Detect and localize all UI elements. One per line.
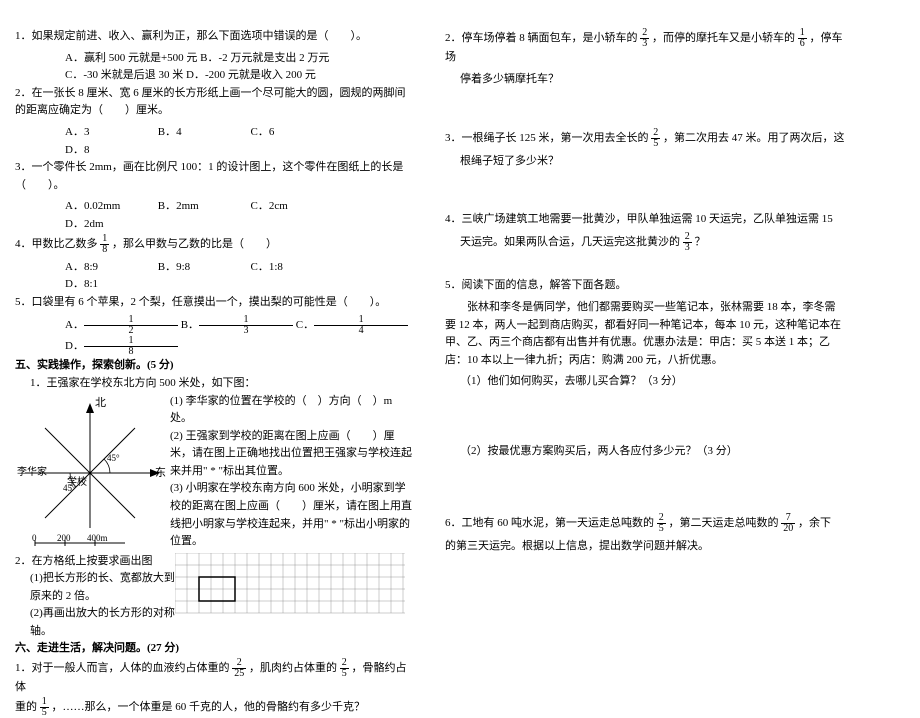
r4b-line: 天运完。如果两队合运，几天运完这批黄沙的 23 ？: [445, 232, 845, 253]
r6d: 的第三天运完。根据以上信息，提出数学问题并解决。: [445, 538, 845, 556]
compass-45b: 45°: [63, 481, 76, 495]
frac-2-3b: 23: [683, 232, 692, 253]
r-q5-2: （2）按最优惠方案购买后，两人各应付多少元？（3 分）: [445, 443, 845, 461]
q4-options: A．8:9 B．9:8 C．1:8 D．8:1: [15, 259, 415, 294]
s6q1-e: ，……那么，一个体重是 60 千克的人，他的骨骼约有多少千克？: [52, 701, 366, 713]
q2-opt-a: A．3: [65, 124, 155, 142]
frac-2-5b: 25: [651, 128, 660, 149]
r6a: 6．工地有 60 吨水泥，第一天运走总吨数的: [445, 517, 654, 529]
s6q1-a: 1．对于一般人而言，人体的血液约占体重的: [15, 662, 230, 674]
q3-opt-a: A．0.02mm: [65, 198, 155, 216]
q3-options: A．0.02mm B．2mm C．2cm D．2dm: [15, 198, 415, 233]
r4b: 天运完。如果两队合运，几天运完这批黄沙的: [460, 236, 680, 248]
r4a: 4．三峡广场建筑工地需要一批黄沙，甲队单独运需 10 天运完，乙队单独运需 15: [445, 213, 833, 225]
frac-2-3: 23: [640, 28, 649, 49]
q1-opt-d: D．-200 元就是收入 200 元: [186, 67, 346, 85]
q4-post: ，那么甲数与乙数的比是（ ）: [112, 238, 277, 250]
r-q5-1: （1）他们如何购买，去哪儿买合算？（3 分）: [445, 373, 845, 391]
exam-page: 1．如果规定前进、收入、赢利为正，那么下面选项中错误的是（ ）。 A．赢利 50…: [0, 0, 920, 650]
right-column: 2．停车场停着 8 辆面包车，是小轿车的 23 ，而停的摩托车又是小轿车的 16…: [430, 0, 860, 650]
q4: 4．甲数比乙数多 18 ，那么甲数与乙数的比是（ ）: [15, 234, 415, 255]
q5-opt-c: C．14: [296, 315, 408, 336]
scale-0: 0: [32, 531, 37, 545]
q4-pre: 4．甲数比乙数多: [15, 238, 98, 250]
r4c: ？: [695, 236, 706, 248]
q2: 2．在一张长 8 厘米、宽 6 厘米的长方形纸上画一个尽可能大的圆，圆规的两脚间…: [15, 85, 415, 120]
scale-200: 200: [57, 531, 71, 545]
q5: 5．口袋里有 6 个苹果，2 个梨，任意摸出一个，摸出梨的可能性是（ ）。: [15, 294, 415, 312]
s5-q2: 2．在方格纸上按要求画出图: [15, 553, 175, 571]
section-5-title: 五、实践操作，探索创新。(5 分): [15, 357, 415, 375]
frac-2-25: 225: [232, 658, 246, 679]
s6q1-d: 重的: [15, 701, 37, 713]
q5-opt-d: D．18: [65, 336, 178, 357]
q4-opt-c: C．1:8: [251, 259, 341, 277]
compass-east: 东: [155, 465, 166, 483]
q3-opt-c: C．2cm: [251, 198, 341, 216]
r-q3: 3．一根绳子长 125 米，第一次用去全长的 25 ，第二次用去 47 米。用了…: [445, 128, 845, 149]
r2d: 停着多少辆摩托车？: [445, 71, 845, 89]
q2-opt-d: D．8: [65, 142, 155, 160]
q3-opt-b: B．2mm: [158, 198, 248, 216]
compass-q2: (2) 王强家到学校的距离在图上应画（ ）厘米，请在图上正确地找出位置把王强家与…: [170, 428, 415, 481]
compass-q1: (1) 李华家的位置在学校的（ ）方向（ ）m 处。: [170, 393, 415, 428]
q1-opt-c: C．-30 米就是后退 30 米: [65, 67, 183, 85]
compass-questions: (1) 李华家的位置在学校的（ ）方向（ ）m 处。 (2) 王强家到学校的距离…: [165, 393, 415, 551]
s6-q1: 1．对于一般人而言，人体的血液约占体重的 225 ，肌肉约占体重的 25 ，骨骼…: [15, 658, 415, 718]
frac-2-5c: 25: [657, 513, 666, 534]
left-column: 1．如果规定前进、收入、赢利为正，那么下面选项中错误的是（ ）。 A．赢利 50…: [0, 0, 430, 650]
r-q5-intro: 5．阅读下面的信息，解答下面各题。: [445, 277, 845, 295]
compass-lihua: 李华家: [17, 465, 47, 481]
q4-opt-d: D．8:1: [65, 276, 155, 294]
q5-opt-b: B．13: [181, 315, 293, 336]
scale-400: 400m: [87, 531, 108, 545]
r3c: 根绳子短了多少米？: [445, 153, 845, 171]
r2b: ，而停的摩托车又是小轿车的: [652, 32, 795, 44]
grid-question-row: 2．在方格纸上按要求画出图 (1)把长方形的长、宽都放大到原来的 2 倍。 (2…: [15, 553, 415, 641]
r-q4: 4．三峡广场建筑工地需要一批黄沙，甲队单独运需 10 天运完，乙队单独运需 15: [445, 211, 845, 229]
q2-opt-b: B．4: [158, 124, 248, 142]
compass-row: 北 东 李华家 学校 45° 45° 0 200 400m (1) 李华家的位置…: [15, 393, 415, 553]
q3-opt-d: D．2dm: [65, 216, 155, 234]
s5-q2a: (1)把长方形的长、宽都放大到原来的 2 倍。: [15, 570, 175, 605]
compass-q3: (3) 小明家在学校东南方向 600 米处，小明家到学校的距离在图上应画（ ）厘…: [170, 480, 415, 550]
frac-2-5: 25: [340, 658, 349, 679]
grid-svg: [175, 553, 405, 623]
q3: 3．一个零件长 2mm，画在比例尺 100：1 的设计图上，这个零件在图纸上的长…: [15, 159, 415, 194]
r6b: ，第二天运走总吨数的: [669, 517, 779, 529]
r-q2: 2．停车场停着 8 辆面包车，是小轿车的 23 ，而停的摩托车又是小轿车的 16…: [445, 28, 845, 67]
q5-opt-a: A．12: [65, 315, 178, 336]
s6q1-b: ，肌肉约占体重的: [249, 662, 337, 674]
frac-1-5: 15: [40, 697, 49, 718]
q1-opt-a: A．赢利 500 元就是+500 元: [65, 50, 197, 68]
r-q6: 6．工地有 60 吨水泥，第一天运走总吨数的 25 ，第二天运走总吨数的 720…: [445, 513, 845, 534]
s5-q1: 1．王强家在学校东北方向 500 米处，如下图：: [15, 375, 415, 393]
section-6-title: 六、走进生活，解决问题。(27 分): [15, 640, 415, 658]
r6c: ，余下: [798, 517, 831, 529]
frac-1-8: 18: [100, 234, 109, 255]
compass-45a: 45°: [107, 451, 120, 465]
q5-options: A．12 B．13 C．14 D．18: [15, 315, 415, 357]
compass-diagram: 北 东 李华家 学校 45° 45° 0 200 400m: [15, 393, 165, 553]
compass-north: 北: [95, 395, 106, 413]
r2a: 2．停车场停着 8 辆面包车，是小轿车的: [445, 32, 638, 44]
r3a: 3．一根绳子长 125 米，第一次用去全长的: [445, 132, 649, 144]
q1-options: A．赢利 500 元就是+500 元 B．-2 万元就是支出 2 万元 C．-3…: [15, 50, 415, 85]
q4-opt-a: A．8:9: [65, 259, 155, 277]
frac-7-20: 720: [781, 513, 795, 534]
q2-opt-c: C．6: [251, 124, 341, 142]
q1: 1．如果规定前进、收入、赢利为正，那么下面选项中错误的是（ ）。: [15, 28, 415, 46]
r-q5-body: 张林和李冬是俩同学，他们都需要购买一些笔记本，张林需要 18 本，李冬需要 12…: [445, 299, 845, 369]
q1-opt-b: B．-2 万元就是支出 2 万元: [200, 50, 360, 68]
q4-opt-b: B．9:8: [158, 259, 248, 277]
grid-text: 2．在方格纸上按要求画出图 (1)把长方形的长、宽都放大到原来的 2 倍。 (2…: [15, 553, 175, 641]
s5-q2b: (2)再画出放大的长方形的对称轴。: [15, 605, 175, 640]
frac-1-6: 16: [798, 28, 807, 49]
q2-options: A．3 B．4 C．6 D．8: [15, 124, 415, 159]
r3b: ，第二次用去 47 米。用了两次后，这: [663, 132, 845, 144]
